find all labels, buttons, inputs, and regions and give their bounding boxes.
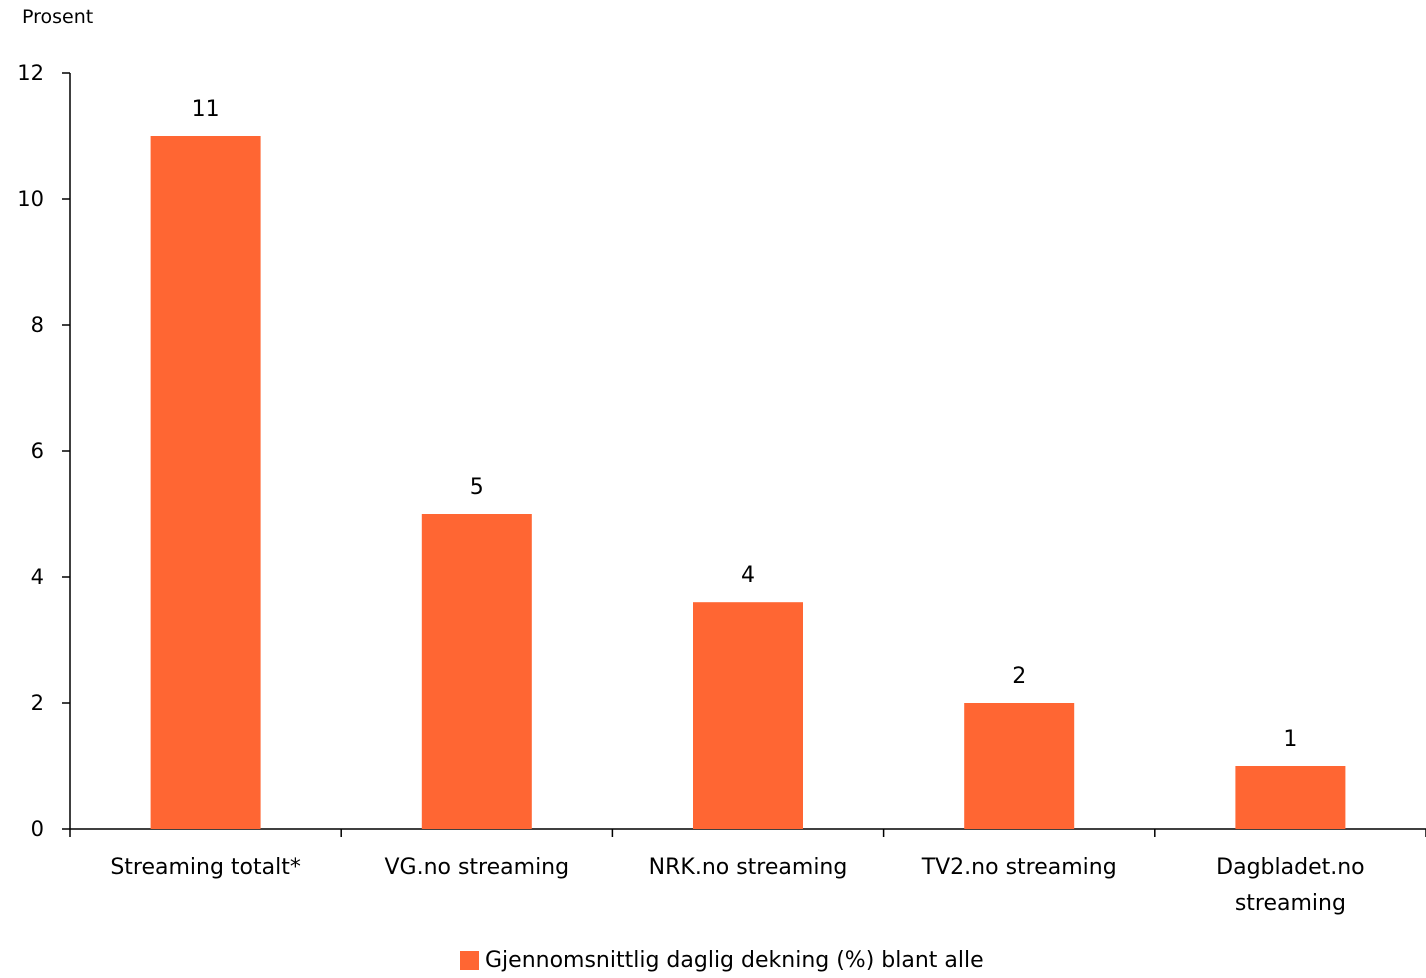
bar-value-label: 11 bbox=[192, 97, 220, 122]
bar-value-label: 4 bbox=[741, 563, 755, 588]
bar-value-label: 2 bbox=[1012, 664, 1026, 689]
y-tick-label: 10 bbox=[17, 187, 44, 211]
y-axis-title: Prosent bbox=[22, 6, 94, 28]
category-label: Streaming totalt* bbox=[110, 855, 301, 880]
legend-label: Gjennomsnittlig daglig dekning (%) blant… bbox=[485, 948, 984, 973]
bar-value-label: 1 bbox=[1283, 727, 1297, 752]
y-tick-label: 4 bbox=[31, 565, 44, 589]
category-label: TV2.no streaming bbox=[921, 855, 1117, 880]
bar bbox=[693, 602, 803, 829]
legend-swatch bbox=[460, 951, 479, 970]
bar bbox=[964, 703, 1075, 829]
y-tick-label: 0 bbox=[31, 817, 44, 841]
bar bbox=[421, 514, 532, 829]
bar-value-label: 5 bbox=[470, 475, 484, 500]
y-tick-label: 12 bbox=[17, 61, 44, 85]
y-tick-label: 2 bbox=[31, 691, 44, 715]
y-tick-label: 8 bbox=[31, 313, 44, 337]
category-label: VG.no streaming bbox=[384, 855, 569, 880]
legend: Gjennomsnittlig daglig dekning (%) blant… bbox=[460, 948, 984, 973]
bar bbox=[150, 136, 261, 829]
category-label: NRK.no streaming bbox=[649, 855, 848, 880]
bar bbox=[1235, 766, 1346, 829]
category-label: Dagbladet.no streaming bbox=[1216, 855, 1364, 916]
y-tick-label: 6 bbox=[31, 439, 44, 463]
